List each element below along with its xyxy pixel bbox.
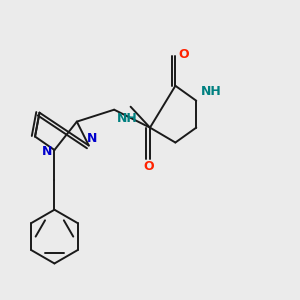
Text: NH: NH — [117, 112, 138, 125]
Text: N: N — [42, 145, 52, 158]
Text: O: O — [143, 160, 154, 173]
Text: N: N — [87, 132, 97, 145]
Text: O: O — [178, 48, 189, 61]
Text: NH: NH — [201, 85, 221, 98]
